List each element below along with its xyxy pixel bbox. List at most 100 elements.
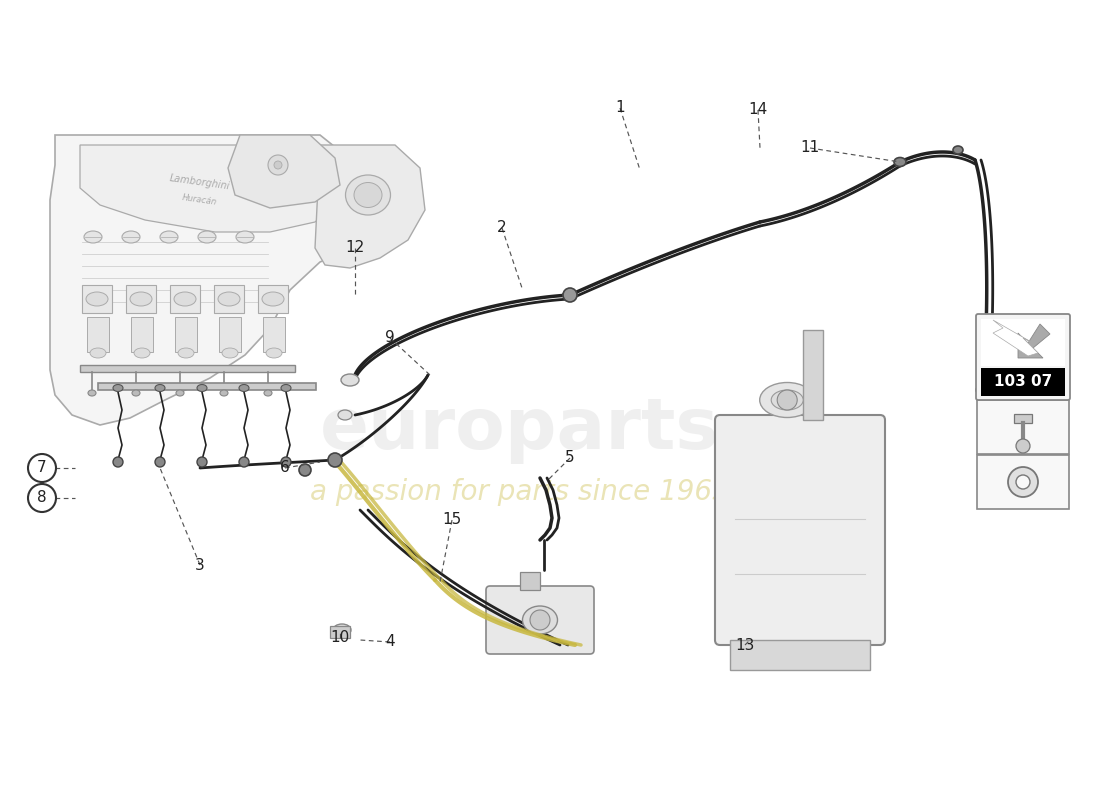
Ellipse shape xyxy=(113,385,123,391)
Ellipse shape xyxy=(771,390,803,410)
Ellipse shape xyxy=(218,292,240,306)
FancyBboxPatch shape xyxy=(977,455,1069,509)
Ellipse shape xyxy=(262,292,284,306)
Circle shape xyxy=(778,390,798,410)
Circle shape xyxy=(563,288,578,302)
Ellipse shape xyxy=(222,348,238,358)
Circle shape xyxy=(1016,439,1030,453)
Bar xyxy=(803,330,823,420)
Bar xyxy=(126,285,156,313)
Text: 11: 11 xyxy=(801,141,820,155)
Bar xyxy=(214,285,244,313)
Text: 5: 5 xyxy=(565,450,575,466)
Bar xyxy=(82,285,112,313)
Ellipse shape xyxy=(894,158,906,166)
Polygon shape xyxy=(993,320,1038,356)
Ellipse shape xyxy=(220,390,228,396)
Text: 3: 3 xyxy=(195,558,205,573)
Text: 6: 6 xyxy=(280,461,290,475)
FancyBboxPatch shape xyxy=(715,415,886,645)
Text: 7: 7 xyxy=(37,461,47,475)
Ellipse shape xyxy=(132,390,140,396)
Bar xyxy=(520,572,540,590)
Bar xyxy=(80,365,295,372)
Circle shape xyxy=(113,457,123,467)
Polygon shape xyxy=(50,135,380,425)
Bar xyxy=(1014,414,1032,423)
Bar xyxy=(730,640,870,670)
Ellipse shape xyxy=(563,290,578,300)
Ellipse shape xyxy=(174,292,196,306)
Circle shape xyxy=(1016,475,1030,489)
Ellipse shape xyxy=(280,385,292,391)
Text: Huracán: Huracán xyxy=(182,193,218,207)
Ellipse shape xyxy=(236,231,254,243)
Ellipse shape xyxy=(264,390,272,396)
Text: europarts: europarts xyxy=(320,395,719,465)
Bar xyxy=(87,317,109,352)
Circle shape xyxy=(155,457,165,467)
Ellipse shape xyxy=(345,175,390,215)
Bar xyxy=(98,383,316,390)
Ellipse shape xyxy=(178,348,194,358)
Circle shape xyxy=(268,155,288,175)
Text: 8: 8 xyxy=(37,490,47,506)
Text: 103 07: 103 07 xyxy=(994,374,1052,390)
Ellipse shape xyxy=(760,382,815,418)
Circle shape xyxy=(1008,467,1038,497)
Ellipse shape xyxy=(122,231,140,243)
Circle shape xyxy=(274,161,282,169)
Text: a passion for parts since 1965: a passion for parts since 1965 xyxy=(310,478,729,506)
Ellipse shape xyxy=(953,146,962,154)
Ellipse shape xyxy=(84,231,102,243)
Ellipse shape xyxy=(134,348,150,358)
Text: 9: 9 xyxy=(385,330,395,346)
Bar xyxy=(263,317,285,352)
Text: 15: 15 xyxy=(442,513,462,527)
Text: 2: 2 xyxy=(497,221,507,235)
Circle shape xyxy=(239,457,249,467)
Ellipse shape xyxy=(341,374,359,386)
Ellipse shape xyxy=(88,390,96,396)
Circle shape xyxy=(197,457,207,467)
Ellipse shape xyxy=(239,385,249,391)
Circle shape xyxy=(328,453,342,467)
Text: 13: 13 xyxy=(735,638,755,653)
Bar xyxy=(131,317,153,352)
Ellipse shape xyxy=(155,385,165,391)
Bar xyxy=(258,285,288,313)
Polygon shape xyxy=(228,135,340,208)
Polygon shape xyxy=(315,145,425,268)
Text: Lamborghini: Lamborghini xyxy=(169,173,231,191)
Bar xyxy=(981,368,1065,396)
Bar xyxy=(170,285,200,313)
Circle shape xyxy=(280,457,292,467)
Ellipse shape xyxy=(176,390,184,396)
FancyBboxPatch shape xyxy=(976,314,1070,400)
Ellipse shape xyxy=(90,348,106,358)
FancyBboxPatch shape xyxy=(486,586,594,654)
Polygon shape xyxy=(1018,324,1050,358)
Ellipse shape xyxy=(266,348,282,358)
Circle shape xyxy=(299,464,311,476)
Ellipse shape xyxy=(86,292,108,306)
Ellipse shape xyxy=(160,231,178,243)
Text: 4: 4 xyxy=(385,634,395,650)
Text: 1: 1 xyxy=(615,101,625,115)
Ellipse shape xyxy=(130,292,152,306)
Bar xyxy=(175,317,197,352)
Text: 12: 12 xyxy=(345,241,364,255)
Ellipse shape xyxy=(338,410,352,420)
Ellipse shape xyxy=(333,624,351,636)
Ellipse shape xyxy=(522,606,558,634)
Text: 14: 14 xyxy=(748,102,768,118)
Ellipse shape xyxy=(198,231,216,243)
FancyBboxPatch shape xyxy=(977,400,1069,454)
Bar xyxy=(981,319,1065,366)
Polygon shape xyxy=(80,145,336,232)
Text: 10: 10 xyxy=(330,630,350,646)
Bar xyxy=(330,626,350,638)
Ellipse shape xyxy=(354,182,382,207)
Ellipse shape xyxy=(197,385,207,391)
Circle shape xyxy=(530,610,550,630)
